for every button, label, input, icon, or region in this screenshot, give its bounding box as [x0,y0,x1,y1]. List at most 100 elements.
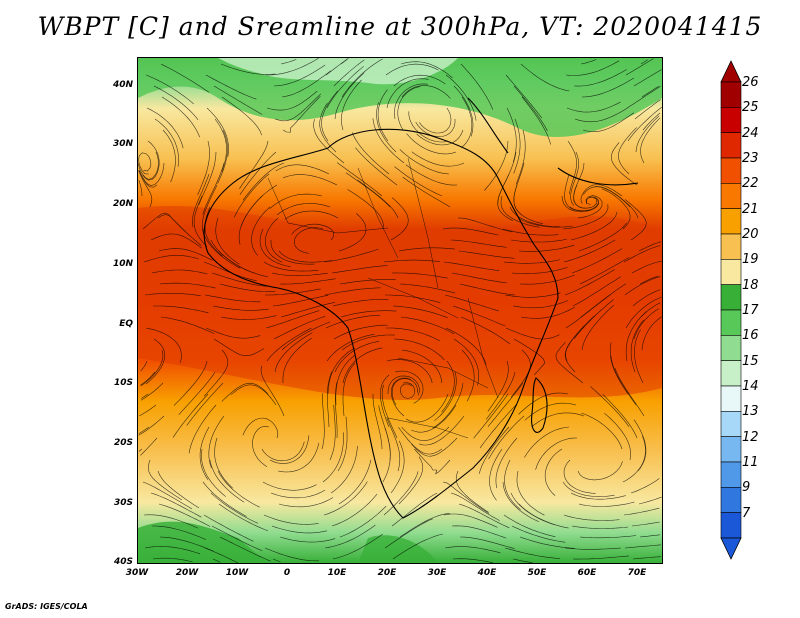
colorbar-tick-label: 15 [742,353,759,369]
streamline [153,305,209,313]
streamline [277,442,320,473]
streamline [145,327,182,363]
colorbar-tick-label: 21 [742,201,759,217]
lat-label-10n: 10N [112,259,133,269]
streamline [208,415,225,469]
streamline [579,535,636,539]
streamline [326,333,375,362]
streamline [633,419,647,472]
streamline [220,315,277,320]
streamline [594,186,639,219]
streamline [633,308,659,340]
streamline [414,448,451,475]
colorbar-tick-label: 9 [742,480,751,496]
streamline [573,184,598,209]
streamline [455,470,489,513]
streamline [610,355,637,406]
streamline [515,129,526,185]
streamline [323,481,368,516]
streamline [211,272,267,287]
streamline [324,524,376,549]
streamline [282,337,312,384]
streamline [329,404,336,461]
streamline [393,338,445,361]
streamline [571,525,628,529]
streamline [642,112,661,131]
streamline [278,497,334,508]
streamline [399,149,450,175]
streamline [399,283,456,294]
warm-core-region [138,205,662,400]
streamline [631,260,662,274]
streamline [564,325,585,373]
streamline [450,492,500,521]
lon-label-30w: 30W [125,568,149,578]
streamline [602,393,638,439]
streamline [497,173,513,221]
streamline [274,332,313,373]
streamline [202,481,247,517]
streamline [251,206,271,256]
streamline [419,107,452,134]
streamline [215,217,240,265]
streamline [140,437,158,456]
streamline [279,536,336,543]
streamline [601,188,631,230]
streamline [327,347,355,395]
streamline [345,172,391,208]
streamline [572,555,629,560]
cool-region-north [138,58,662,137]
streamline [270,489,326,499]
streamline [325,314,381,329]
streamline [203,514,254,542]
streamline [392,305,448,318]
streamline [266,58,319,76]
streamline [138,180,143,197]
streamline [458,503,510,529]
streamline [157,470,200,509]
colorbar-segment [720,208,742,235]
streamline [624,544,661,549]
streamline [197,140,210,196]
streamline [138,169,158,188]
streamline [172,393,209,438]
streamline [141,349,164,386]
streamline [385,294,441,303]
streamline [632,556,661,560]
streamline [269,435,310,464]
streamline [511,525,566,543]
streamline [233,173,270,218]
streamline [504,459,521,510]
streamline [564,547,621,550]
streamline [569,196,599,212]
streamline [520,306,576,319]
lon-label-10e: 10E [327,568,347,578]
streamline [570,151,580,206]
streamline [518,244,575,252]
colorbar-segment [720,107,742,133]
streamline [140,360,148,372]
streamline [411,151,465,167]
streamline [211,525,263,552]
streamline [485,371,516,420]
lon-label-60e: 60E [577,568,597,578]
streamline [147,459,183,501]
streamline [563,514,620,521]
streamline [201,184,218,238]
streamline [271,272,328,276]
lon-label-50e: 50E [527,568,547,578]
streamline [162,129,176,183]
streamline [260,365,285,417]
streamline [460,316,511,345]
lon-label-20w: 20W [175,568,199,578]
streamline [582,112,635,133]
streamline [641,85,659,98]
streamline [152,525,207,540]
streamline [531,412,585,427]
streamline [384,518,433,549]
country-borders [267,157,499,439]
streamline [160,63,210,93]
streamline [519,274,575,285]
lon-label-30e: 30E [427,568,447,578]
streamline [281,321,331,351]
